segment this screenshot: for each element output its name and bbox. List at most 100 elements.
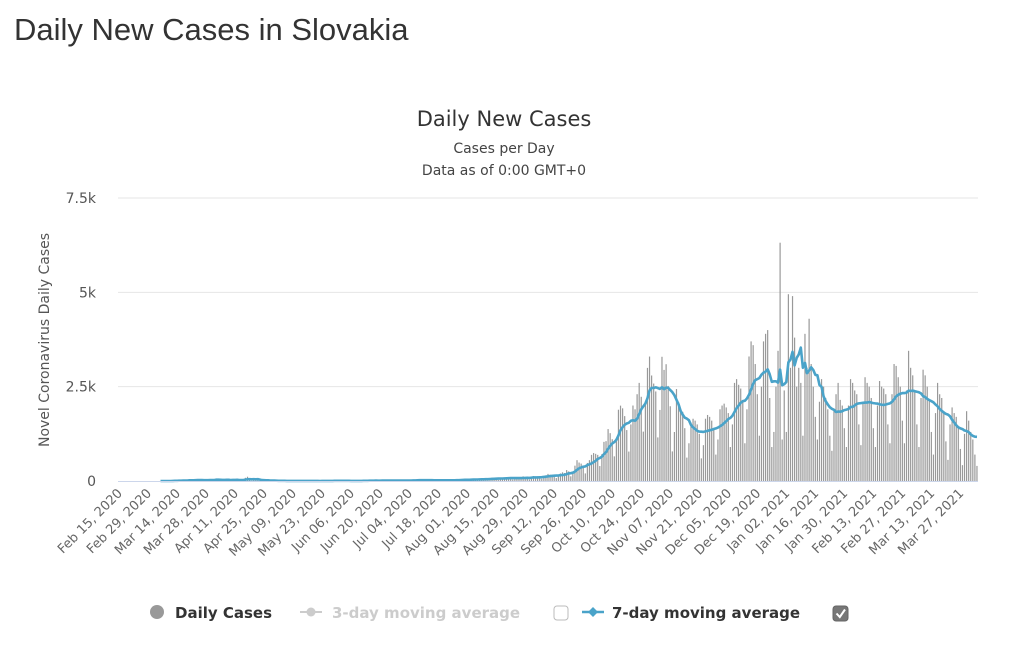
- daily-cases-bar: [825, 397, 827, 481]
- daily-cases-bar: [561, 472, 564, 481]
- daily-cases-bar: [889, 443, 891, 481]
- daily-cases-bar: [920, 397, 922, 481]
- daily-cases-bar: [785, 431, 787, 481]
- daily-cases-bar: [881, 386, 883, 481]
- y-tick-label: 2.5k: [66, 380, 97, 396]
- daily-cases-bar: [910, 367, 912, 481]
- daily-cases-bar: [584, 473, 586, 481]
- y-tick-label: 7.5k: [66, 191, 97, 207]
- daily-cases-bar: [572, 472, 574, 481]
- daily-cases-marker-icon: [150, 605, 164, 619]
- legend-item-daily-cases[interactable]: Daily Cases: [150, 604, 272, 622]
- daily-cases-bar: [715, 454, 717, 481]
- daily-cases-bar: [887, 424, 889, 481]
- daily-cases-bar: [914, 390, 916, 481]
- seven-day-average-line: [160, 346, 978, 483]
- daily-cases-bar: [638, 382, 640, 481]
- daily-cases-bar: [740, 388, 742, 481]
- daily-cases-bar: [640, 396, 642, 481]
- daily-cases-bar: [897, 377, 899, 481]
- daily-cases-bar: [555, 478, 557, 481]
- y-tick-label: 5k: [79, 285, 97, 301]
- daily-cases-bar: [928, 399, 930, 481]
- legend-label-3-day-average: 3-day moving average: [332, 604, 520, 622]
- daily-cases-bar: [748, 356, 750, 481]
- daily-cases-bar: [526, 478, 528, 481]
- daily-cases-bar: [835, 394, 837, 481]
- daily-cases-bar: [847, 405, 850, 481]
- daily-cases-bar: [619, 405, 622, 481]
- chart-subtitle: Cases per Day: [453, 141, 554, 157]
- daily-cases-bar: [775, 386, 777, 481]
- daily-cases-bar: [592, 453, 595, 481]
- daily-cases-bar: [568, 471, 570, 481]
- daily-cases-bar: [750, 341, 752, 481]
- daily-cases-bar: [570, 476, 572, 481]
- daily-cases-bar: [845, 447, 848, 481]
- daily-cases-bar: [651, 375, 653, 481]
- daily-cases-bar: [837, 382, 839, 481]
- daily-cases-bar: [642, 431, 644, 481]
- daily-cases-bar: [972, 439, 974, 481]
- legend-item-3-day-average[interactable]: 3-day moving average: [300, 604, 520, 622]
- daily-cases-bar: [733, 382, 736, 481]
- daily-cases-bar: [742, 401, 744, 481]
- daily-cases-bar: [518, 477, 520, 481]
- daily-cases-bar: [735, 379, 738, 481]
- daily-cases-bar: [717, 439, 719, 481]
- daily-cases-bar: [856, 394, 858, 481]
- daily-cases-bar: [833, 409, 835, 481]
- daily-cases-bar: [966, 411, 968, 481]
- daily-cases-bar: [673, 431, 676, 481]
- daily-cases-bar: [553, 475, 555, 481]
- daily-cases-bar: [783, 390, 785, 481]
- daily-cases-bar: [798, 367, 800, 481]
- daily-cases-bar: [653, 383, 655, 481]
- y-axis-ticks: 0 2.5k 5k 7.5k: [66, 191, 97, 490]
- daily-cases-bar: [932, 454, 935, 481]
- daily-cases-bar: [951, 407, 953, 481]
- daily-cases-bar: [738, 384, 740, 481]
- daily-cases-bar: [709, 416, 711, 481]
- daily-cases-bar: [903, 443, 906, 481]
- check-icon: [835, 608, 846, 619]
- daily-cases-bar: [762, 341, 765, 481]
- daily-cases-bar: [791, 296, 794, 481]
- daily-cases-bar: [777, 350, 779, 481]
- daily-cases-bar: [789, 367, 792, 481]
- daily-cases-bar: [901, 420, 903, 481]
- daily-cases-bar: [729, 447, 731, 481]
- daily-cases-bar: [671, 451, 673, 481]
- chart-title: Daily New Cases: [417, 107, 592, 131]
- chart-subtitle-date: Data as of 0:00 GMT+0: [422, 163, 586, 179]
- daily-cases-bar: [682, 411, 684, 481]
- daily-cases-bar: [607, 429, 609, 481]
- daily-cases-bar: [663, 369, 665, 481]
- daily-cases-bar: [609, 433, 611, 481]
- daily-cases-bar: [860, 445, 862, 481]
- daily-cases-bar: [787, 294, 789, 481]
- daily-cases-bar: [802, 435, 804, 481]
- checkbox-7-day-average[interactable]: [832, 605, 849, 622]
- daily-cases-bar: [771, 447, 773, 481]
- daily-cases-bar: [545, 475, 547, 481]
- daily-cases-bar: [963, 433, 966, 481]
- daily-cases-bar: [634, 409, 636, 481]
- daily-cases-bar: [696, 424, 698, 481]
- daily-cases-bar: [858, 424, 860, 481]
- daily-cases-bar: [930, 431, 932, 481]
- daily-cases-bar: [721, 405, 723, 481]
- daily-cases-bar: [483, 480, 485, 481]
- daily-cases-bar: [955, 416, 957, 481]
- daily-cases-bar: [541, 478, 543, 481]
- daily-cases-bar: [926, 386, 928, 481]
- daily-cases-bar: [615, 438, 617, 481]
- checkbox-3-day-average[interactable]: [553, 605, 569, 621]
- legend-item-7-day-average[interactable]: 7-day moving average: [582, 604, 800, 622]
- daily-cases-bar: [534, 476, 537, 481]
- daily-cases-bar: [719, 409, 721, 481]
- daily-cases-bar: [905, 390, 908, 481]
- daily-cases-bar: [968, 420, 970, 481]
